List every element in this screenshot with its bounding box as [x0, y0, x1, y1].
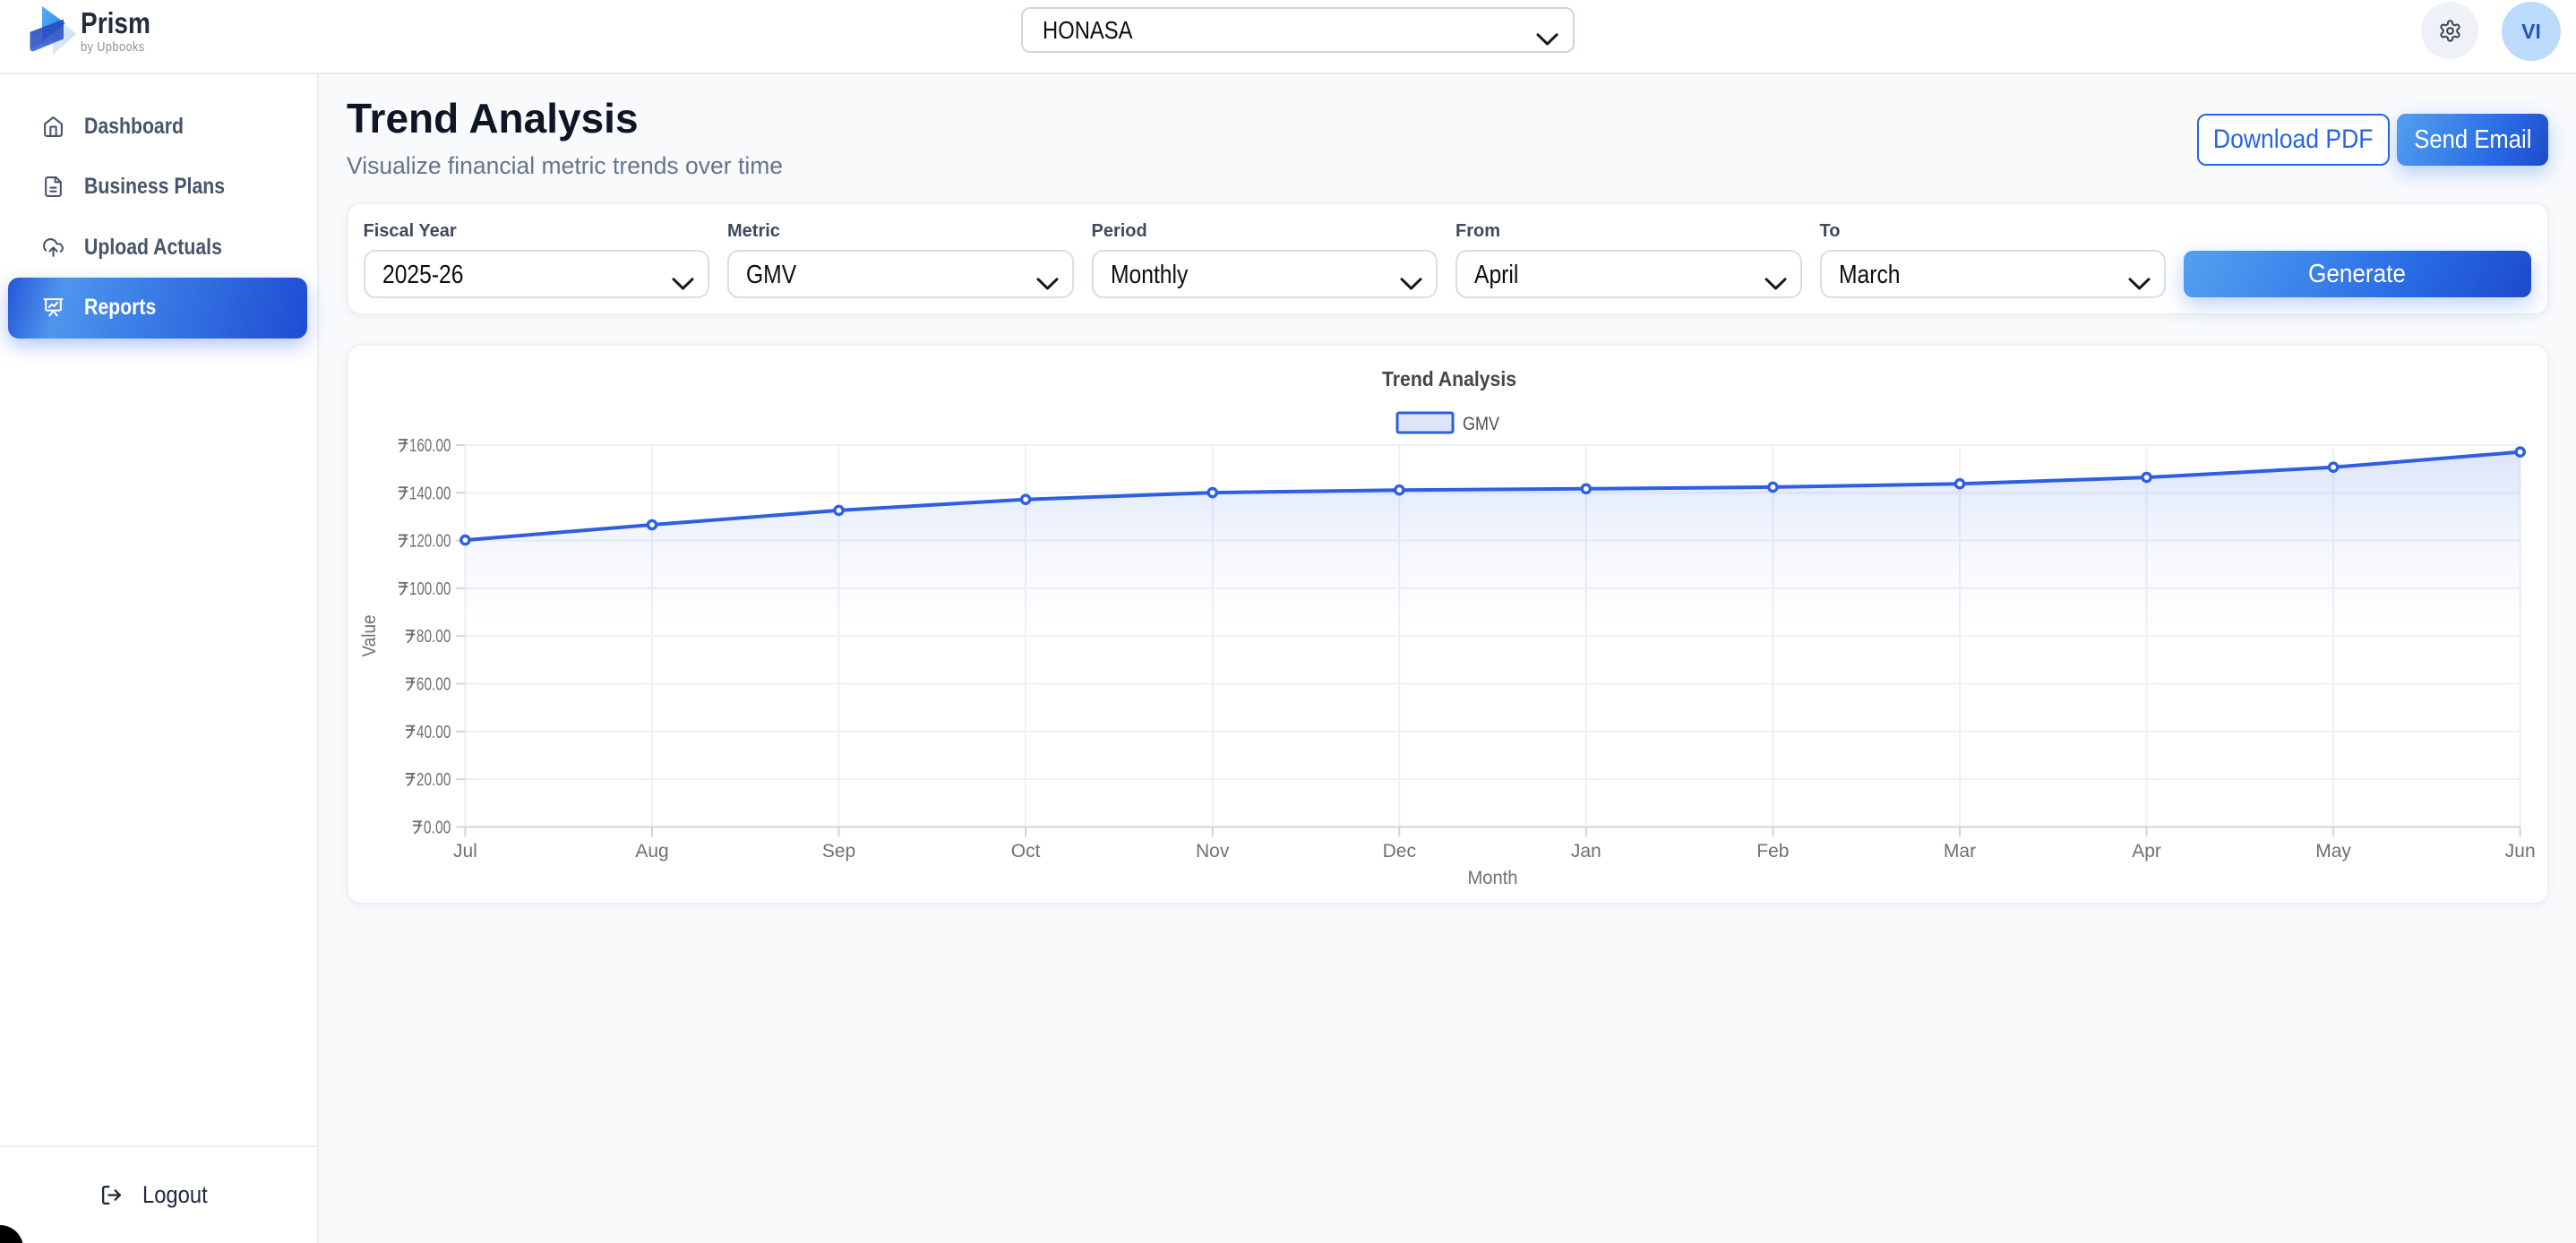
- svg-text:Oct: Oct: [1011, 841, 1041, 862]
- svg-text:Jul: Jul: [453, 841, 477, 862]
- svg-text:100.00: 100.00: [409, 579, 451, 599]
- svg-text:40.00: 40.00: [416, 723, 451, 742]
- svg-text:GMV: GMV: [1463, 413, 1500, 434]
- svg-text:120.00: 120.00: [409, 532, 451, 552]
- svg-text:Nov: Nov: [1196, 841, 1230, 862]
- svg-text:0.00: 0.00: [424, 818, 451, 837]
- svg-text:Sep: Sep: [822, 841, 855, 862]
- svg-text:160.00: 160.00: [409, 436, 451, 456]
- svg-text:Trend Analysis: Trend Analysis: [1382, 367, 1516, 390]
- svg-text:Apr: Apr: [2132, 841, 2161, 862]
- svg-text:140.00: 140.00: [409, 484, 451, 503]
- svg-text:Month: Month: [1468, 868, 1518, 888]
- svg-text:Mar: Mar: [1944, 841, 1976, 862]
- svg-text:Value: Value: [359, 615, 380, 657]
- svg-text:20.00: 20.00: [416, 770, 451, 790]
- svg-text:May: May: [2315, 841, 2351, 862]
- svg-text:60.00: 60.00: [416, 675, 451, 695]
- svg-text:Aug: Aug: [635, 841, 668, 862]
- svg-text:Jan: Jan: [1571, 841, 1601, 862]
- svg-text:Dec: Dec: [1383, 841, 1416, 862]
- svg-text:Feb: Feb: [1756, 841, 1789, 862]
- svg-text:80.00: 80.00: [416, 627, 451, 647]
- svg-text:Jun: Jun: [2505, 841, 2536, 862]
